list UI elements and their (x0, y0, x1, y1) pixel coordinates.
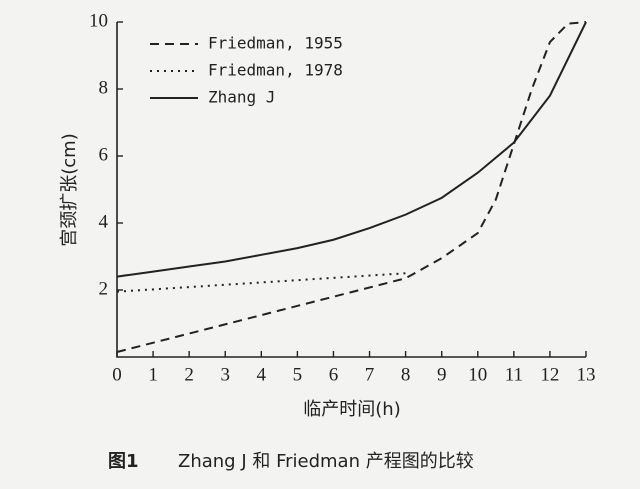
x-tick-label: 11 (505, 364, 523, 385)
x-tick-label: 5 (293, 364, 303, 385)
x-tick-label: 8 (401, 364, 411, 385)
series-line (116, 21, 587, 278)
caption: Zhang J 和 Friedman 产程图的比较 (178, 451, 474, 472)
y-tick-label: 8 (99, 77, 109, 98)
y-tick-label: 6 (99, 144, 109, 165)
y-tick-label: 2 (99, 278, 109, 299)
y-tick-label: 4 (99, 211, 109, 232)
x-tick-label: 13 (577, 364, 596, 385)
x-tick-label: 3 (220, 364, 230, 385)
series-line (116, 272, 406, 293)
legend-label: Zhang J (208, 88, 275, 107)
x-tick-label: 7 (365, 364, 375, 385)
y-tick-label: 10 (89, 10, 108, 31)
x-tick-label: 10 (468, 364, 487, 385)
series-line (116, 21, 587, 353)
x-tick-label: 1 (148, 364, 158, 385)
x-tick-label: 0 (112, 364, 122, 385)
axes (116, 22, 586, 358)
legend-label: Friedman, 1978 (208, 61, 343, 80)
x-tick-label: 6 (329, 364, 339, 385)
x-tick-label: 9 (437, 364, 447, 385)
y-axis-label: 宫颈扩张(cm) (59, 133, 80, 246)
x-tick-label: 2 (184, 364, 194, 385)
x-tick-label: 4 (257, 364, 267, 385)
x-axis-label: 临产时间(h) (303, 399, 400, 420)
x-tick-label: 12 (540, 364, 559, 385)
figure-label: 图1 (108, 451, 139, 472)
legend-label: Friedman, 1955 (208, 34, 343, 53)
